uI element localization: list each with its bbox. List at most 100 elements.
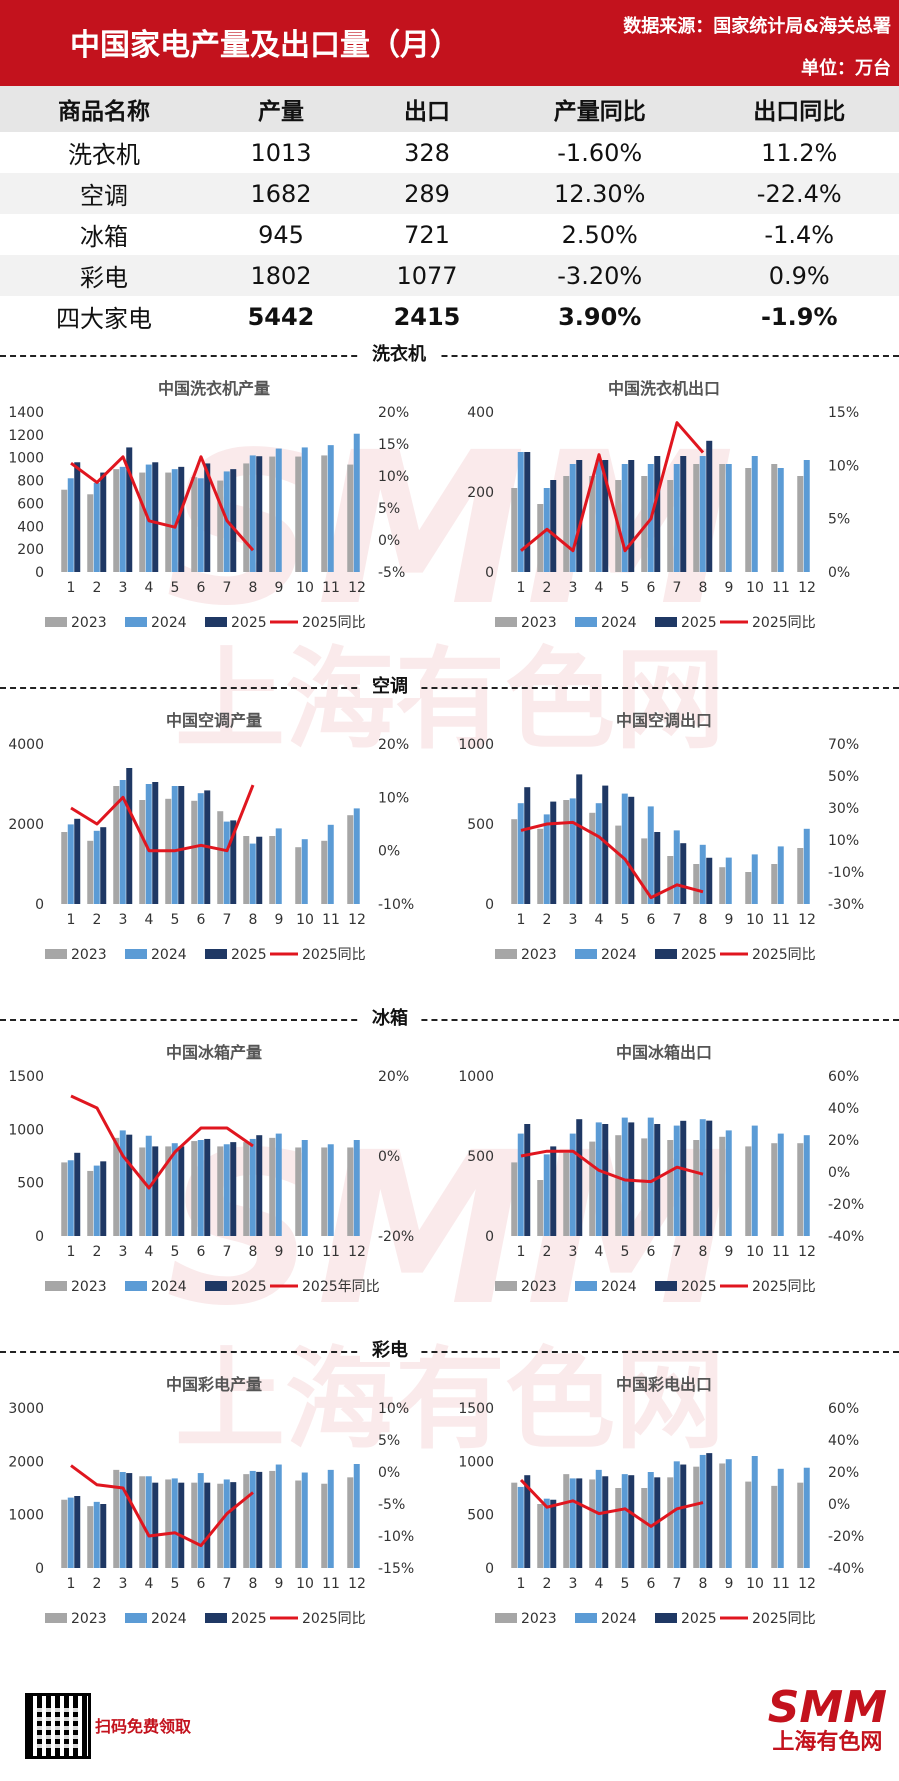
bar-2023 [615,1135,622,1236]
bar-2024 [569,1133,576,1236]
x-tick-label: 8 [699,580,708,596]
bar-2024 [275,448,282,572]
bar-2024 [673,1461,680,1568]
y2-tick-label: -5% [378,1497,405,1513]
smm-logo: SMM 上海有色网 [768,1685,887,1755]
bar-2024 [301,1140,308,1236]
legend-label: 2025 [681,947,717,963]
table-cell: -3.20% [499,255,700,296]
bar-2024 [569,1478,576,1568]
bar-2024 [197,478,204,572]
x-tick-label: 6 [197,912,206,928]
bar-2024 [67,824,74,904]
y-tick-label: 1000 [8,1122,44,1138]
yoy-line [519,1478,704,1528]
x-tick-label: 3 [119,1576,128,1592]
bar-2024 [145,1476,152,1568]
y2-tick-label: 10% [378,790,409,806]
chart-title: 中国洗衣机产量 [158,379,270,398]
bar-2023 [295,1480,302,1568]
x-tick-label: 12 [798,580,816,596]
bar-2023 [165,1479,172,1568]
bar-2023 [217,480,224,572]
legend-label: 2023 [521,1279,557,1295]
table-total-row: 四大家电 5442 2415 3.90% -1.9% [0,296,899,337]
chart-title: 中国洗衣机出口 [608,379,720,398]
y2-tick-label: 5% [378,1433,400,1449]
bar-2024 [67,1160,74,1236]
bar-2025 [550,1499,557,1568]
bar-2023 [537,828,544,904]
bar-2025 [152,1146,159,1236]
bar-2023 [563,476,570,572]
bar-2025 [602,1124,609,1236]
x-tick-label: 10 [296,1244,314,1260]
y2-tick-label: 60% [828,1069,859,1085]
table-cell: 洗衣机 [67,141,140,169]
bar-2024 [67,1497,74,1568]
y2-tick-label: -40% [828,1229,864,1245]
bar-2025 [524,1124,531,1236]
table-cell: 12.30% [499,173,700,214]
x-tick-label: 9 [275,1576,284,1592]
bar-2024 [595,1469,602,1568]
x-tick-label: 3 [569,580,578,596]
legend-label: 2023 [71,615,107,631]
bar-2023 [113,1469,120,1568]
bar-2025 [126,1134,133,1236]
chart-title: 中国空调出口 [616,711,712,730]
legend-swatch [45,617,67,627]
bar-2024 [647,806,654,904]
y-tick-label: 4000 [8,737,44,753]
bar-2025 [178,466,185,572]
x-tick-label: 10 [746,1576,764,1592]
bar-2024 [327,1144,334,1236]
x-tick-label: 8 [699,1576,708,1592]
bar-2024 [543,1498,550,1568]
bar-2023 [589,1141,596,1236]
bar-2025 [602,785,609,904]
bar-2023 [321,455,328,572]
qr-code-icon[interactable] [25,1693,91,1759]
bar-2023 [563,1152,570,1236]
bar-2023 [61,1499,68,1568]
bar-2023 [745,468,752,572]
bar-2023 [87,840,94,904]
x-tick-label: 12 [798,1576,816,1592]
legend-label: 2023 [521,947,557,963]
x-tick-label: 12 [348,912,366,928]
y2-tick-label: 15% [378,437,409,453]
x-tick-label: 9 [275,912,284,928]
table-cell: -1.4% [764,220,835,249]
x-tick-label: 6 [647,1244,656,1260]
legend-swatch [125,949,147,959]
bar-2023 [589,812,596,904]
bar-2024 [119,1472,126,1568]
bar-2025 [602,1476,609,1568]
bar-2025 [576,774,583,904]
legend-swatch [45,949,67,959]
bar-2023 [243,836,250,904]
header-cell: 产量同比 [499,86,700,132]
bar-2023 [87,494,94,572]
bar-2024 [595,1122,602,1236]
x-tick-label: 11 [322,1576,340,1592]
legend-swatch [495,1613,517,1623]
bar-2024 [171,469,178,572]
bar-2025 [100,1161,107,1236]
unit-label: 单位：万台 [801,58,891,79]
legend-swatch [45,1613,67,1623]
x-tick-label: 3 [119,1244,128,1260]
bar-2023 [537,1504,544,1568]
legend-swatch [45,1281,67,1291]
bar-2024 [803,460,810,572]
bar-2025 [100,827,107,904]
bar-2023 [139,472,146,572]
x-tick-label: 9 [275,580,284,596]
x-tick-label: 6 [647,1576,656,1592]
table-cell: 3.90% [558,302,642,331]
